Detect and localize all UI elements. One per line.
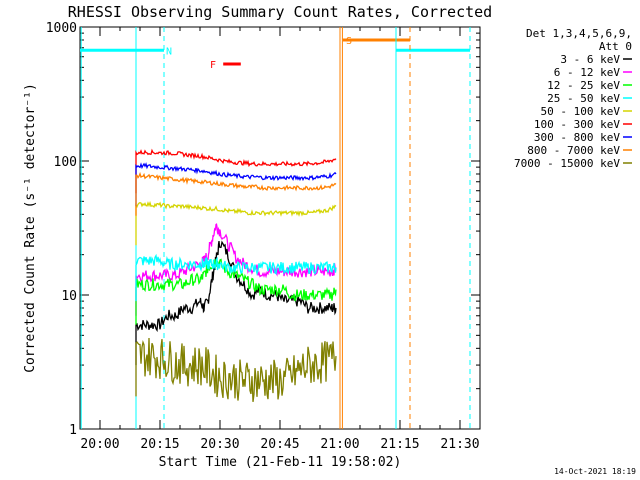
series-line-6-12-keV bbox=[135, 223, 337, 316]
legend-label: 6 - 12 keV bbox=[554, 66, 621, 79]
y-tick-label: 1000 bbox=[46, 21, 77, 36]
series-lines bbox=[135, 148, 337, 402]
x-axis-ticks: 20:00 20:15 20:30 20:45 21:00 21:15 21:30 bbox=[80, 27, 481, 452]
series-line-7000-15000-keV bbox=[135, 337, 337, 402]
legend-label: 300 - 800 keV bbox=[534, 131, 620, 144]
legend-label: 12 - 25 keV bbox=[547, 79, 620, 92]
x-tick-label: 21:15 bbox=[380, 437, 419, 452]
x-axis-label: Start Time (21-Feb-11 19:58:02) bbox=[159, 455, 402, 470]
chart-annotations: N F S bbox=[166, 36, 352, 71]
legend-label: 7000 - 15000 keV bbox=[514, 157, 620, 170]
annotation-0: N bbox=[166, 46, 172, 57]
legend-label: 100 - 300 keV bbox=[534, 118, 620, 131]
series-line-800-7000-keV bbox=[135, 171, 337, 216]
y-tick-label: 100 bbox=[54, 155, 77, 170]
y-tick-label: 10 bbox=[61, 289, 77, 304]
annotation-1: F bbox=[210, 60, 216, 71]
x-tick-label: 21:30 bbox=[440, 437, 479, 452]
y-axis-label: Corrected Count Rate (s⁻¹ detector⁻¹) bbox=[23, 83, 38, 373]
legend-label: 800 - 7000 keV bbox=[527, 144, 620, 157]
legend-label: 3 - 6 keV bbox=[560, 53, 620, 66]
x-tick-label: 20:45 bbox=[260, 437, 299, 452]
x-tick-label: 21:00 bbox=[320, 437, 359, 452]
y-tick-label: 1 bbox=[69, 423, 77, 438]
y-axis-ticks: 1 10 100 1000 bbox=[46, 21, 480, 438]
legend-header-line: Det 1,3,4,5,6,9, bbox=[526, 27, 632, 40]
annotation-2: S bbox=[346, 36, 352, 47]
series-line-12-25-keV bbox=[135, 258, 337, 325]
legend-label: 50 - 100 keV bbox=[541, 105, 621, 118]
x-tick-label: 20:30 bbox=[200, 437, 239, 452]
state-flag-bars bbox=[80, 38, 470, 66]
series-line-3-6-keV bbox=[135, 240, 337, 366]
x-tick-label: 20:15 bbox=[140, 437, 179, 452]
chart-title: RHESSI Observing Summary Count Rates, Co… bbox=[68, 3, 492, 21]
series-line-100-300-keV bbox=[135, 148, 337, 194]
series-line-300-800-keV bbox=[135, 162, 337, 207]
legend-label: 25 - 50 keV bbox=[547, 92, 620, 105]
legend-header-line: Att 0 bbox=[599, 40, 632, 53]
series-line-50-100-keV bbox=[135, 200, 337, 246]
series-line-25-50-keV bbox=[135, 253, 337, 302]
timestamp-label: 14-Oct-2021 18:19 bbox=[554, 467, 636, 476]
x-tick-label: 20:00 bbox=[80, 437, 119, 452]
